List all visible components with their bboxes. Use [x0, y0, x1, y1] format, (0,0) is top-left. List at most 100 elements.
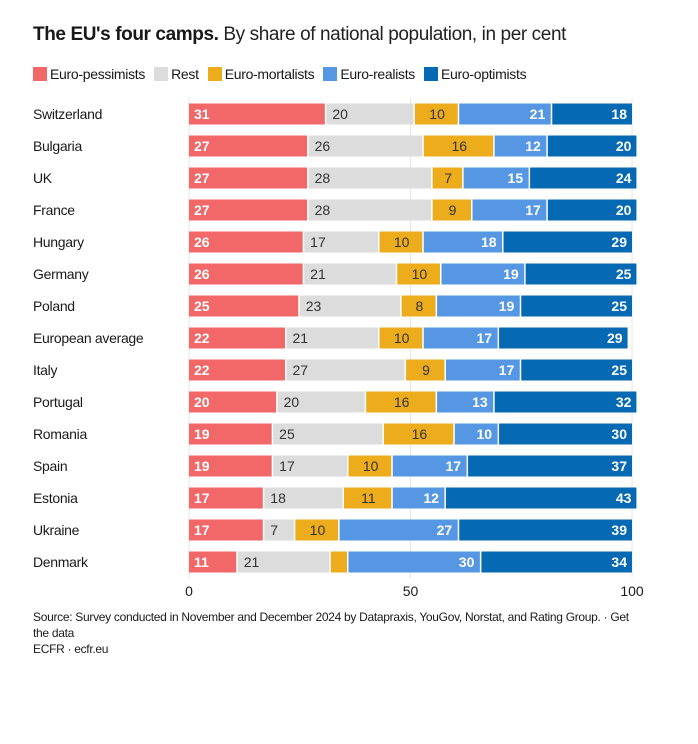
data-label: 10	[429, 106, 445, 122]
bar-segment	[423, 231, 503, 253]
data-label: 10	[477, 426, 493, 442]
data-label: 30	[459, 554, 475, 570]
bar-segment	[189, 263, 303, 285]
bar-segment	[472, 199, 547, 221]
bar-segment	[189, 135, 308, 157]
category-label: Spain	[33, 458, 67, 474]
bar-segment	[414, 103, 458, 125]
bar-segment	[295, 519, 339, 541]
bar-segment	[521, 359, 632, 381]
chart-title: The EU's four camps.	[33, 24, 219, 45]
data-label: 19	[499, 298, 515, 314]
bar-segment	[304, 231, 378, 253]
data-label: 17	[446, 458, 462, 474]
bar-segment	[273, 455, 347, 477]
bar-segment	[189, 295, 299, 317]
bar-segment	[547, 135, 637, 157]
legend-item: Euro-pessimists	[33, 66, 145, 82]
bar-segment	[277, 391, 365, 413]
bar-segment	[189, 551, 237, 573]
bar-segment	[264, 519, 294, 541]
bar-segment	[437, 295, 520, 317]
bar-segment	[454, 423, 498, 445]
bar-segment	[379, 327, 423, 349]
data-label: 20	[616, 138, 632, 154]
category-label: Hungary	[33, 234, 84, 250]
data-label: 17	[194, 490, 210, 506]
bar-segment	[330, 551, 347, 573]
data-label: 21	[244, 554, 260, 570]
chart-title-block: The EU's four camps. By share of nationa…	[33, 24, 566, 46]
data-label: 17	[310, 234, 326, 250]
data-label: 7	[444, 170, 452, 186]
stacked-bar-chart: Switzerland 31 20 10 21 18 Bulgaria 27 26 16 12 20 U…	[33, 98, 644, 599]
data-label: 21	[310, 266, 326, 282]
data-label: 20	[616, 202, 632, 218]
data-label: 9	[422, 362, 430, 378]
data-label: 17	[499, 362, 515, 378]
data-label: 10	[412, 266, 428, 282]
bar-segment	[401, 295, 436, 317]
data-label: 12	[423, 490, 439, 506]
separator: ·	[600, 610, 611, 624]
bar-segment	[423, 327, 498, 349]
data-label: 12	[525, 138, 541, 154]
bar-segment	[308, 167, 432, 189]
source-text: Source: Survey conducted in November and…	[33, 610, 601, 624]
legend-label: Euro-mortalists	[224, 66, 315, 82]
data-label: 18	[481, 234, 497, 250]
category-label: Switzerland	[33, 106, 102, 122]
bar-segment	[547, 199, 637, 221]
data-label: 19	[194, 426, 210, 442]
data-label: 15	[508, 170, 524, 186]
legend-swatch	[207, 67, 222, 81]
data-label: 26	[315, 138, 331, 154]
x-tick-label: 0	[185, 583, 193, 599]
bar-segment	[189, 231, 303, 253]
data-label: 37	[611, 458, 627, 474]
data-label: 30	[611, 426, 627, 442]
bar-segment	[521, 295, 632, 317]
data-label: 25	[194, 298, 210, 314]
footer: Source: Survey conducted in November and…	[33, 609, 633, 657]
legend-swatch	[154, 67, 169, 81]
bar-segment	[392, 487, 445, 509]
data-label: 27	[194, 202, 210, 218]
bar-segment	[494, 391, 637, 413]
data-label: 29	[607, 330, 623, 346]
bar-segment	[383, 423, 454, 445]
bar-segment	[308, 199, 432, 221]
bar-segment	[503, 231, 632, 253]
legend-label: Rest	[171, 66, 199, 82]
data-label: 9	[449, 202, 457, 218]
bar-segment	[339, 519, 458, 541]
data-label: 7	[270, 522, 278, 538]
data-label: 27	[437, 522, 453, 538]
bar-segment	[308, 135, 423, 157]
get-data-link[interactable]: Get the data	[33, 610, 629, 640]
legend-label: Euro-realists	[340, 66, 416, 82]
bar-segment	[344, 487, 392, 509]
category-label: Ukraine	[33, 522, 80, 538]
bar-segment	[348, 455, 392, 477]
bar-segment	[237, 551, 330, 573]
legend-item: Euro-mortalists	[207, 66, 315, 82]
category-label: Poland	[33, 298, 75, 314]
data-label: 17	[194, 522, 210, 538]
x-tick-label: 50	[403, 583, 419, 599]
data-label: 16	[394, 394, 410, 410]
bar-segment	[189, 167, 308, 189]
bar-segment	[552, 103, 632, 125]
bar-segment	[499, 327, 628, 349]
bar-segment	[299, 295, 401, 317]
data-label: 34	[611, 554, 627, 570]
data-label: 22	[194, 362, 210, 378]
data-label: 26	[194, 266, 210, 282]
data-label: 29	[611, 234, 627, 250]
category-label: European average	[33, 330, 144, 346]
category-label: Denmark	[33, 554, 89, 570]
data-label: 24	[616, 170, 632, 186]
bar-segment	[459, 103, 551, 125]
bar-segment	[286, 327, 378, 349]
data-label: 13	[472, 394, 488, 410]
